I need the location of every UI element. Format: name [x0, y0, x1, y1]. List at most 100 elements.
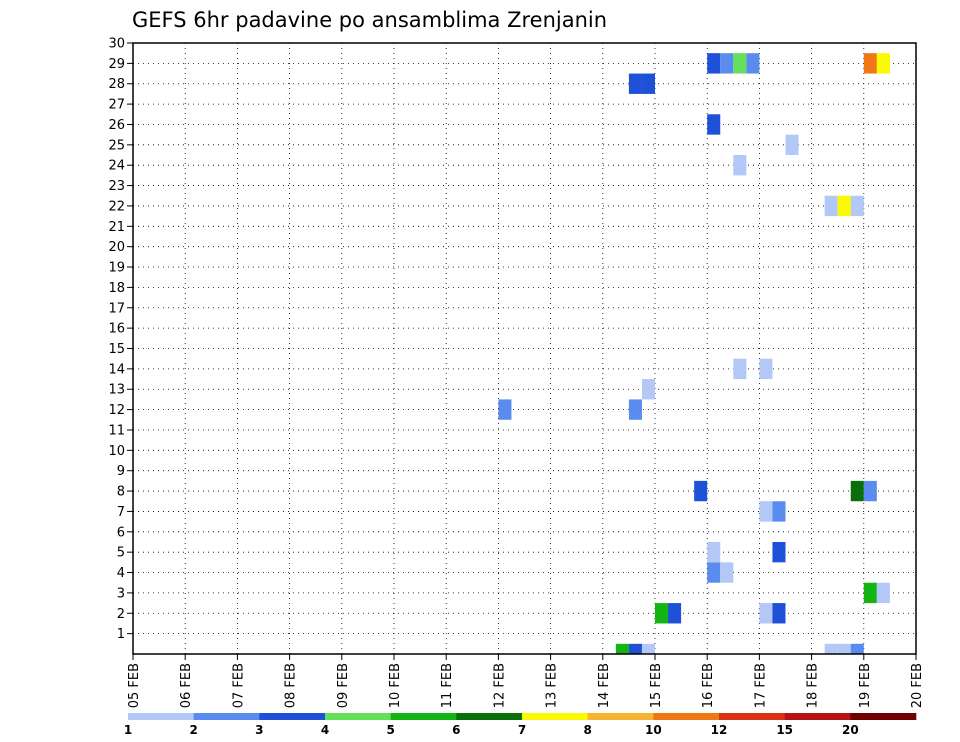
- colorbar-label: 1: [124, 723, 132, 737]
- precip-cell: [720, 53, 734, 74]
- y-tick-label: 16: [108, 322, 125, 337]
- y-tick-label: 11: [108, 423, 125, 438]
- precip-cell: [733, 53, 747, 74]
- y-tick-label: 8: [117, 485, 125, 500]
- precip-cell: [733, 358, 747, 380]
- precip-cell: [694, 480, 708, 502]
- x-tick-label: 17 FEB: [753, 663, 768, 708]
- y-tick-label: 15: [108, 342, 125, 357]
- precip-cell: [628, 643, 642, 654]
- y-tick-label: 2: [117, 607, 125, 622]
- precip-cell: [850, 195, 864, 217]
- precip-cell: [641, 73, 655, 94]
- colorbar-swatch: [719, 713, 785, 720]
- colorbar-label: 7: [518, 723, 526, 737]
- precip-cell: [733, 155, 747, 176]
- colorbar-label: 6: [452, 723, 460, 737]
- precip-cell: [863, 53, 877, 74]
- x-tick-label: 20 FEB: [910, 663, 925, 708]
- y-tick-label: 18: [108, 281, 125, 296]
- precip-cell: [772, 541, 786, 563]
- colorbar: 1 2 3 4 5 6 7 8 10 12 15 20: [124, 713, 917, 737]
- precip-cell: [707, 114, 721, 135]
- precip-cell: [498, 399, 512, 420]
- colorbar-swatch: [390, 713, 457, 720]
- precip-cell: [707, 53, 721, 74]
- chart-title: GEFS 6hr padavine po ansamblima Zrenjani…: [132, 8, 607, 32]
- precip-cell: [850, 480, 864, 502]
- y-axis: 1234567891011121314151617181920212223242…: [108, 37, 133, 642]
- y-tick-label: 22: [108, 199, 125, 214]
- colorbar-swatch: [193, 713, 260, 720]
- precip-cell: [876, 582, 890, 604]
- colorbar-label: 4: [321, 723, 329, 737]
- precip-cell: [641, 379, 655, 400]
- y-tick-label: 13: [108, 383, 125, 398]
- y-tick-label: 10: [108, 444, 125, 459]
- precip-cell: [707, 541, 721, 563]
- x-tick-label: 11 FEB: [440, 663, 455, 708]
- precip-cell: [850, 643, 864, 654]
- precip-cell: [759, 358, 773, 380]
- precip-cell: [863, 582, 877, 604]
- x-tick-label: 15 FEB: [649, 663, 664, 708]
- y-tick-label: 23: [108, 179, 125, 194]
- colorbar-swatch: [850, 713, 917, 720]
- precip-cell: [759, 603, 773, 624]
- y-tick-label: 26: [108, 118, 125, 133]
- precip-cell: [720, 562, 734, 583]
- precip-cell: [785, 134, 799, 156]
- y-tick-label: 14: [108, 362, 125, 377]
- precip-cell: [837, 195, 851, 217]
- x-axis: 05 FEB 06 FEB 07 FEB 08 FEB 09 FEB 10 FEB 11 F…: [127, 654, 925, 708]
- y-tick-label: 5: [117, 546, 125, 561]
- y-tick-label: 28: [108, 77, 125, 92]
- colorbar-swatch: [653, 713, 720, 720]
- colorbar-label: 10: [645, 723, 662, 737]
- colorbar-label: 8: [583, 723, 591, 737]
- colorbar-swatch: [325, 713, 391, 720]
- y-tick-label: 3: [117, 586, 125, 601]
- colorbar-swatch: [128, 713, 194, 720]
- y-tick-label: 20: [108, 240, 125, 255]
- precip-cell: [655, 603, 669, 624]
- precip-cell: [628, 399, 642, 420]
- precip-cell: [772, 603, 786, 624]
- precip-cell: [628, 73, 642, 94]
- x-tick-label: 16 FEB: [701, 663, 716, 708]
- y-tick-label: 24: [108, 159, 125, 174]
- precip-cell: [746, 53, 760, 74]
- y-tick-label: 4: [117, 566, 125, 581]
- x-tick-label: 12 FEB: [492, 663, 507, 708]
- colorbar-swatch: [587, 713, 654, 720]
- colorbar-swatch: [259, 713, 326, 720]
- x-tick-label: 19 FEB: [858, 663, 873, 708]
- precip-cell: [824, 643, 838, 654]
- x-tick-label: 08 FEB: [284, 663, 299, 708]
- y-tick-label: 6: [117, 525, 125, 540]
- x-tick-label: 18 FEB: [806, 663, 821, 708]
- y-tick-label: 29: [108, 57, 125, 72]
- colorbar-swatch: [784, 713, 851, 720]
- x-tick-label: 14 FEB: [597, 663, 612, 708]
- colorbar-label: 20: [842, 723, 859, 737]
- colorbar-label: 2: [189, 723, 197, 737]
- colorbar-label: 12: [711, 723, 728, 737]
- y-tick-label: 30: [108, 37, 125, 52]
- y-tick-label: 25: [108, 138, 125, 153]
- precip-cell: [824, 195, 838, 217]
- y-tick-label: 19: [108, 261, 125, 276]
- precip-cell: [772, 501, 786, 522]
- y-tick-label: 7: [117, 505, 125, 520]
- y-tick-label: 21: [108, 220, 125, 235]
- precip-cell: [668, 603, 682, 624]
- colorbar-swatch: [522, 713, 588, 720]
- colorbar-label: 15: [776, 723, 793, 737]
- x-tick-label: 05 FEB: [127, 663, 142, 708]
- precip-cell: [759, 501, 773, 522]
- grid: [133, 43, 916, 654]
- y-tick-label: 1: [117, 627, 125, 642]
- colorbar-label: 5: [386, 723, 394, 737]
- precip-cell: [641, 643, 655, 654]
